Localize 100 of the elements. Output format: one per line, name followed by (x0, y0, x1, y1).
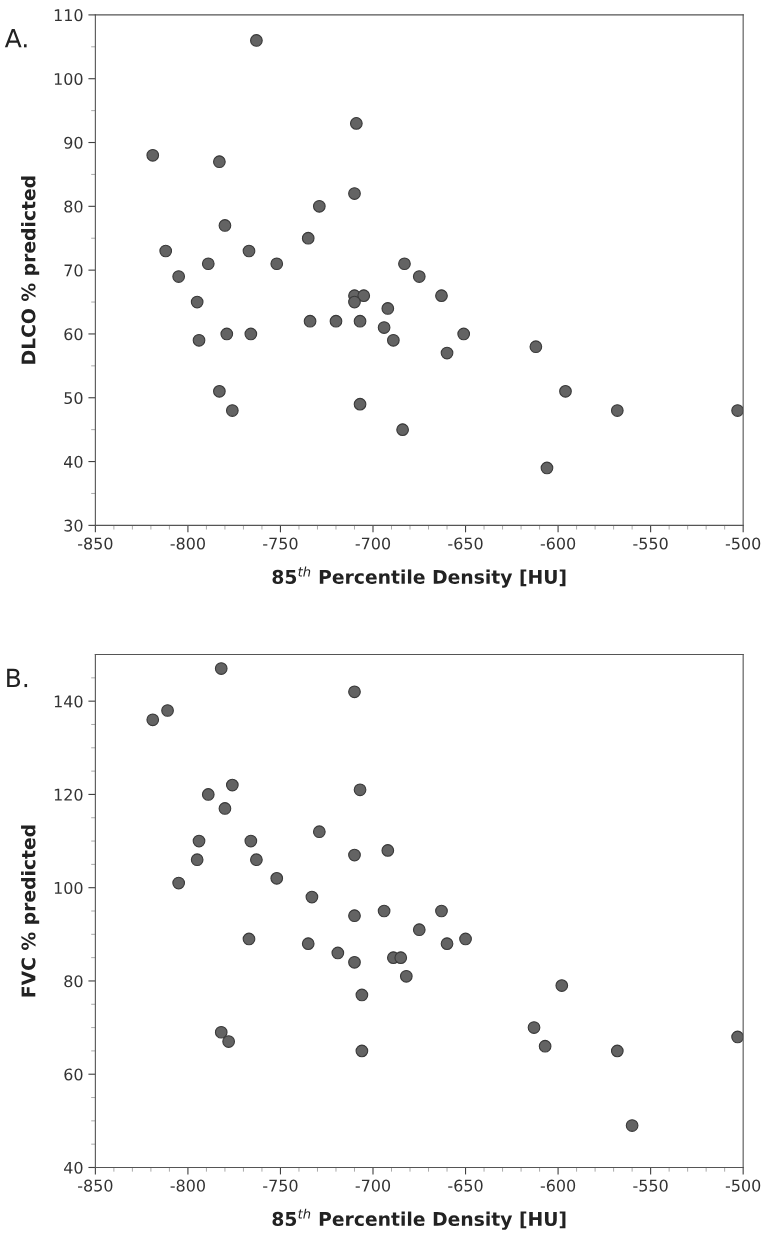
point (201, 788, 215, 801)
x-tick-label: -550 (633, 537, 668, 550)
x-tick-label: -850 (78, 1179, 113, 1192)
point (218, 802, 232, 815)
text: B. (7, 668, 28, 688)
point (353, 783, 367, 797)
point (353, 314, 367, 328)
point (377, 321, 391, 334)
point (731, 1030, 744, 1044)
x-tick-label: -650 (448, 1179, 483, 1192)
point (555, 979, 569, 992)
point (610, 1044, 624, 1058)
point (355, 1044, 369, 1058)
y-tick-label: 80 (64, 200, 83, 213)
y-tick-label: 120 (54, 788, 83, 801)
point (355, 988, 369, 1002)
point (540, 461, 554, 475)
point (146, 148, 160, 162)
point (329, 314, 343, 328)
point (225, 404, 239, 417)
y-tick-label: 40 (64, 1161, 83, 1174)
point (161, 704, 174, 717)
point (218, 219, 232, 232)
point (396, 423, 409, 437)
point (220, 327, 234, 341)
point (312, 199, 326, 213)
x-tick-label: -750 (263, 1179, 298, 1192)
point (353, 397, 367, 411)
point (214, 1025, 228, 1039)
point (172, 270, 186, 283)
point (610, 404, 624, 417)
x-tick-label: -700 (355, 537, 391, 550)
x-tick-label: -750 (263, 537, 298, 550)
point (348, 187, 361, 200)
point (244, 327, 258, 341)
point (250, 34, 263, 47)
point (192, 333, 206, 347)
point (357, 289, 371, 303)
y-tick-label: 80 (64, 975, 83, 988)
point (312, 825, 326, 839)
point (348, 955, 361, 969)
point (394, 951, 408, 965)
point (331, 946, 345, 960)
point (381, 844, 395, 857)
y-tick-label: 60 (64, 1068, 83, 1081)
y-axis-title: FVC % predicted (21, 825, 40, 997)
x-tick-label: -600 (540, 1179, 576, 1192)
x-tick-label: -800 (170, 1179, 205, 1192)
point (213, 155, 226, 169)
point (192, 834, 206, 848)
y-tick-label: 50 (64, 391, 83, 405)
point (190, 853, 204, 867)
x-tick-label: -500 (725, 537, 761, 550)
x-axis-title: 85$^{th}$ Percentile Density [HU] (272, 1208, 566, 1230)
x-tick-label: -550 (633, 1179, 668, 1192)
point (301, 231, 315, 245)
point (242, 932, 256, 946)
point (214, 662, 228, 675)
point (348, 909, 361, 923)
point (301, 937, 315, 951)
point (303, 314, 317, 328)
y-axis-title: DLCO % predicted (21, 176, 40, 364)
point (222, 1035, 235, 1048)
x-tick-label: -800 (170, 537, 205, 550)
point (225, 778, 239, 792)
point (201, 257, 215, 271)
point (305, 890, 319, 904)
point (435, 289, 448, 303)
point (457, 327, 471, 341)
point (381, 302, 395, 315)
point (348, 685, 361, 699)
point (435, 904, 448, 918)
point (398, 257, 411, 271)
point (159, 244, 173, 258)
x-tick-label: -650 (448, 537, 483, 550)
point (527, 1021, 541, 1034)
y-tick-label: 40 (64, 455, 83, 468)
point (440, 937, 454, 951)
point (412, 270, 426, 283)
y-tick-label: 100 (54, 72, 83, 86)
point (213, 385, 226, 398)
x-tick-label: -600 (540, 537, 576, 550)
y-tick-label: 140 (54, 695, 83, 708)
point (529, 340, 543, 354)
point (242, 244, 256, 258)
point (348, 295, 361, 309)
text: A. (4, 29, 27, 48)
x-axis-title: 85$^{th}$ Percentile Density [HU] (272, 566, 566, 588)
point (559, 385, 572, 398)
point (190, 295, 204, 309)
point (348, 848, 361, 862)
y-tick-label: 110 (54, 9, 83, 22)
point (270, 257, 284, 271)
point (349, 117, 363, 130)
point (731, 404, 744, 417)
y-tick-label: 100 (54, 881, 83, 894)
x-tick-label: -500 (725, 1179, 761, 1192)
point (538, 1039, 552, 1053)
point (244, 834, 258, 848)
point (412, 923, 426, 937)
